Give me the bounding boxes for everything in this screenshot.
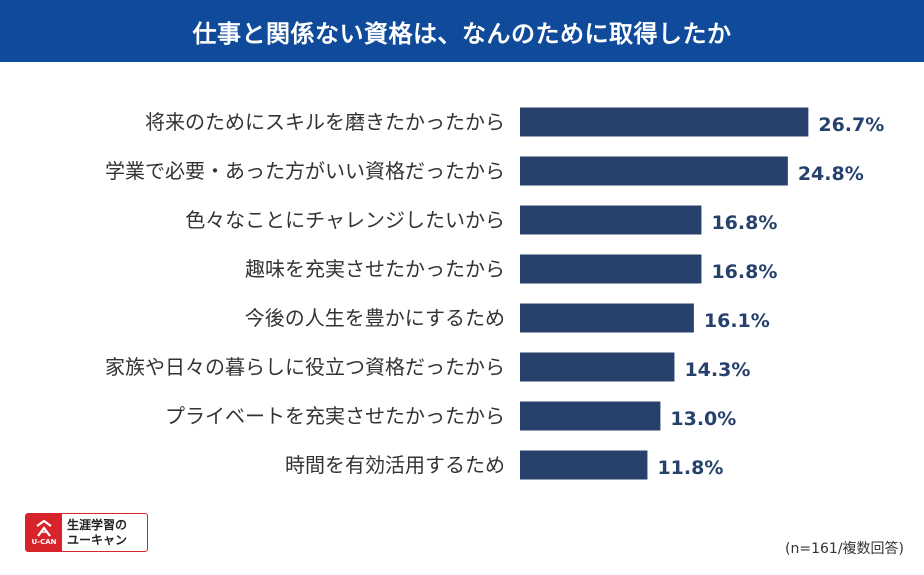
bar bbox=[520, 254, 702, 284]
category-label: 将来のためにスキルを磨きたかったから bbox=[145, 110, 505, 134]
category-label: 趣味を充実させたかったから bbox=[245, 257, 505, 281]
bar-chart: 将来のためにスキルを磨きたかったから 26.7% 学業で必要・あった方がいい資格だっ… bbox=[105, 107, 884, 480]
bar bbox=[520, 156, 788, 186]
bar bbox=[520, 107, 809, 137]
category-label: プライベートを充実させたかったから bbox=[165, 404, 505, 428]
value-label: 16.1% bbox=[704, 310, 770, 332]
value-label: 14.3% bbox=[684, 359, 750, 381]
sample-note: (n=161/複数回答) bbox=[785, 541, 904, 557]
bar bbox=[520, 205, 702, 235]
value-label: 16.8% bbox=[711, 212, 777, 234]
category-label: 色々なことにチャレンジしたいから bbox=[185, 208, 505, 232]
logo-line1: 生涯学習の bbox=[67, 517, 128, 532]
value-label: 11.8% bbox=[657, 457, 723, 479]
bar bbox=[520, 352, 675, 382]
logo-text: 生涯学習の ユーキャン bbox=[62, 514, 147, 551]
logo-brand: U-CAN bbox=[31, 537, 57, 546]
value-label: 24.8% bbox=[798, 163, 864, 185]
ucan-emblem-icon bbox=[36, 519, 52, 537]
value-label: 16.8% bbox=[711, 261, 777, 283]
logo-line2: ユーキャン bbox=[67, 532, 128, 547]
bar bbox=[520, 303, 694, 333]
category-label: 今後の人生を豊かにするため bbox=[245, 306, 505, 330]
bar bbox=[520, 401, 661, 431]
category-label: 家族や日々の暮らしに役立つ資格だったから bbox=[105, 355, 505, 379]
value-label: 13.0% bbox=[670, 408, 736, 430]
category-label: 学業で必要・あった方がいい資格だったから bbox=[105, 159, 505, 183]
category-label: 時間を有効活用するため bbox=[285, 453, 505, 477]
ucan-logo: U-CAN 生涯学習の ユーキャン bbox=[25, 513, 148, 552]
chart-header: 仕事と関係ない資格は、なんのために取得したか bbox=[0, 0, 924, 62]
chart-title: 仕事と関係ない資格は、なんのために取得したか bbox=[192, 19, 732, 48]
value-label: 26.7% bbox=[818, 114, 884, 136]
ucan-logo-mark: U-CAN bbox=[26, 514, 62, 551]
bar bbox=[520, 450, 648, 480]
